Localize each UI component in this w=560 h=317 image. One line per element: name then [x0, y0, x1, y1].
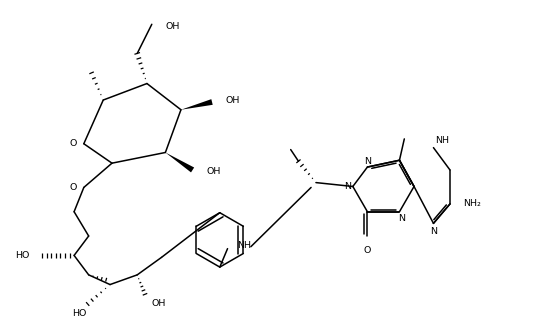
Text: N: N: [430, 227, 437, 236]
Polygon shape: [181, 99, 213, 110]
Text: OH: OH: [206, 167, 221, 176]
Text: N: N: [344, 182, 351, 191]
Text: OH: OH: [165, 22, 180, 31]
Text: N: N: [398, 214, 405, 223]
Text: OH: OH: [152, 300, 166, 308]
Text: NH₂: NH₂: [464, 199, 482, 209]
Text: N: N: [364, 157, 371, 166]
Text: NH: NH: [237, 241, 251, 250]
Text: O: O: [69, 139, 77, 148]
Text: O: O: [364, 246, 371, 255]
Polygon shape: [165, 152, 194, 172]
Text: OH: OH: [226, 95, 240, 105]
Text: HO: HO: [72, 309, 86, 317]
Text: HO: HO: [15, 251, 30, 260]
Text: O: O: [69, 183, 77, 192]
Text: NH: NH: [435, 136, 449, 145]
